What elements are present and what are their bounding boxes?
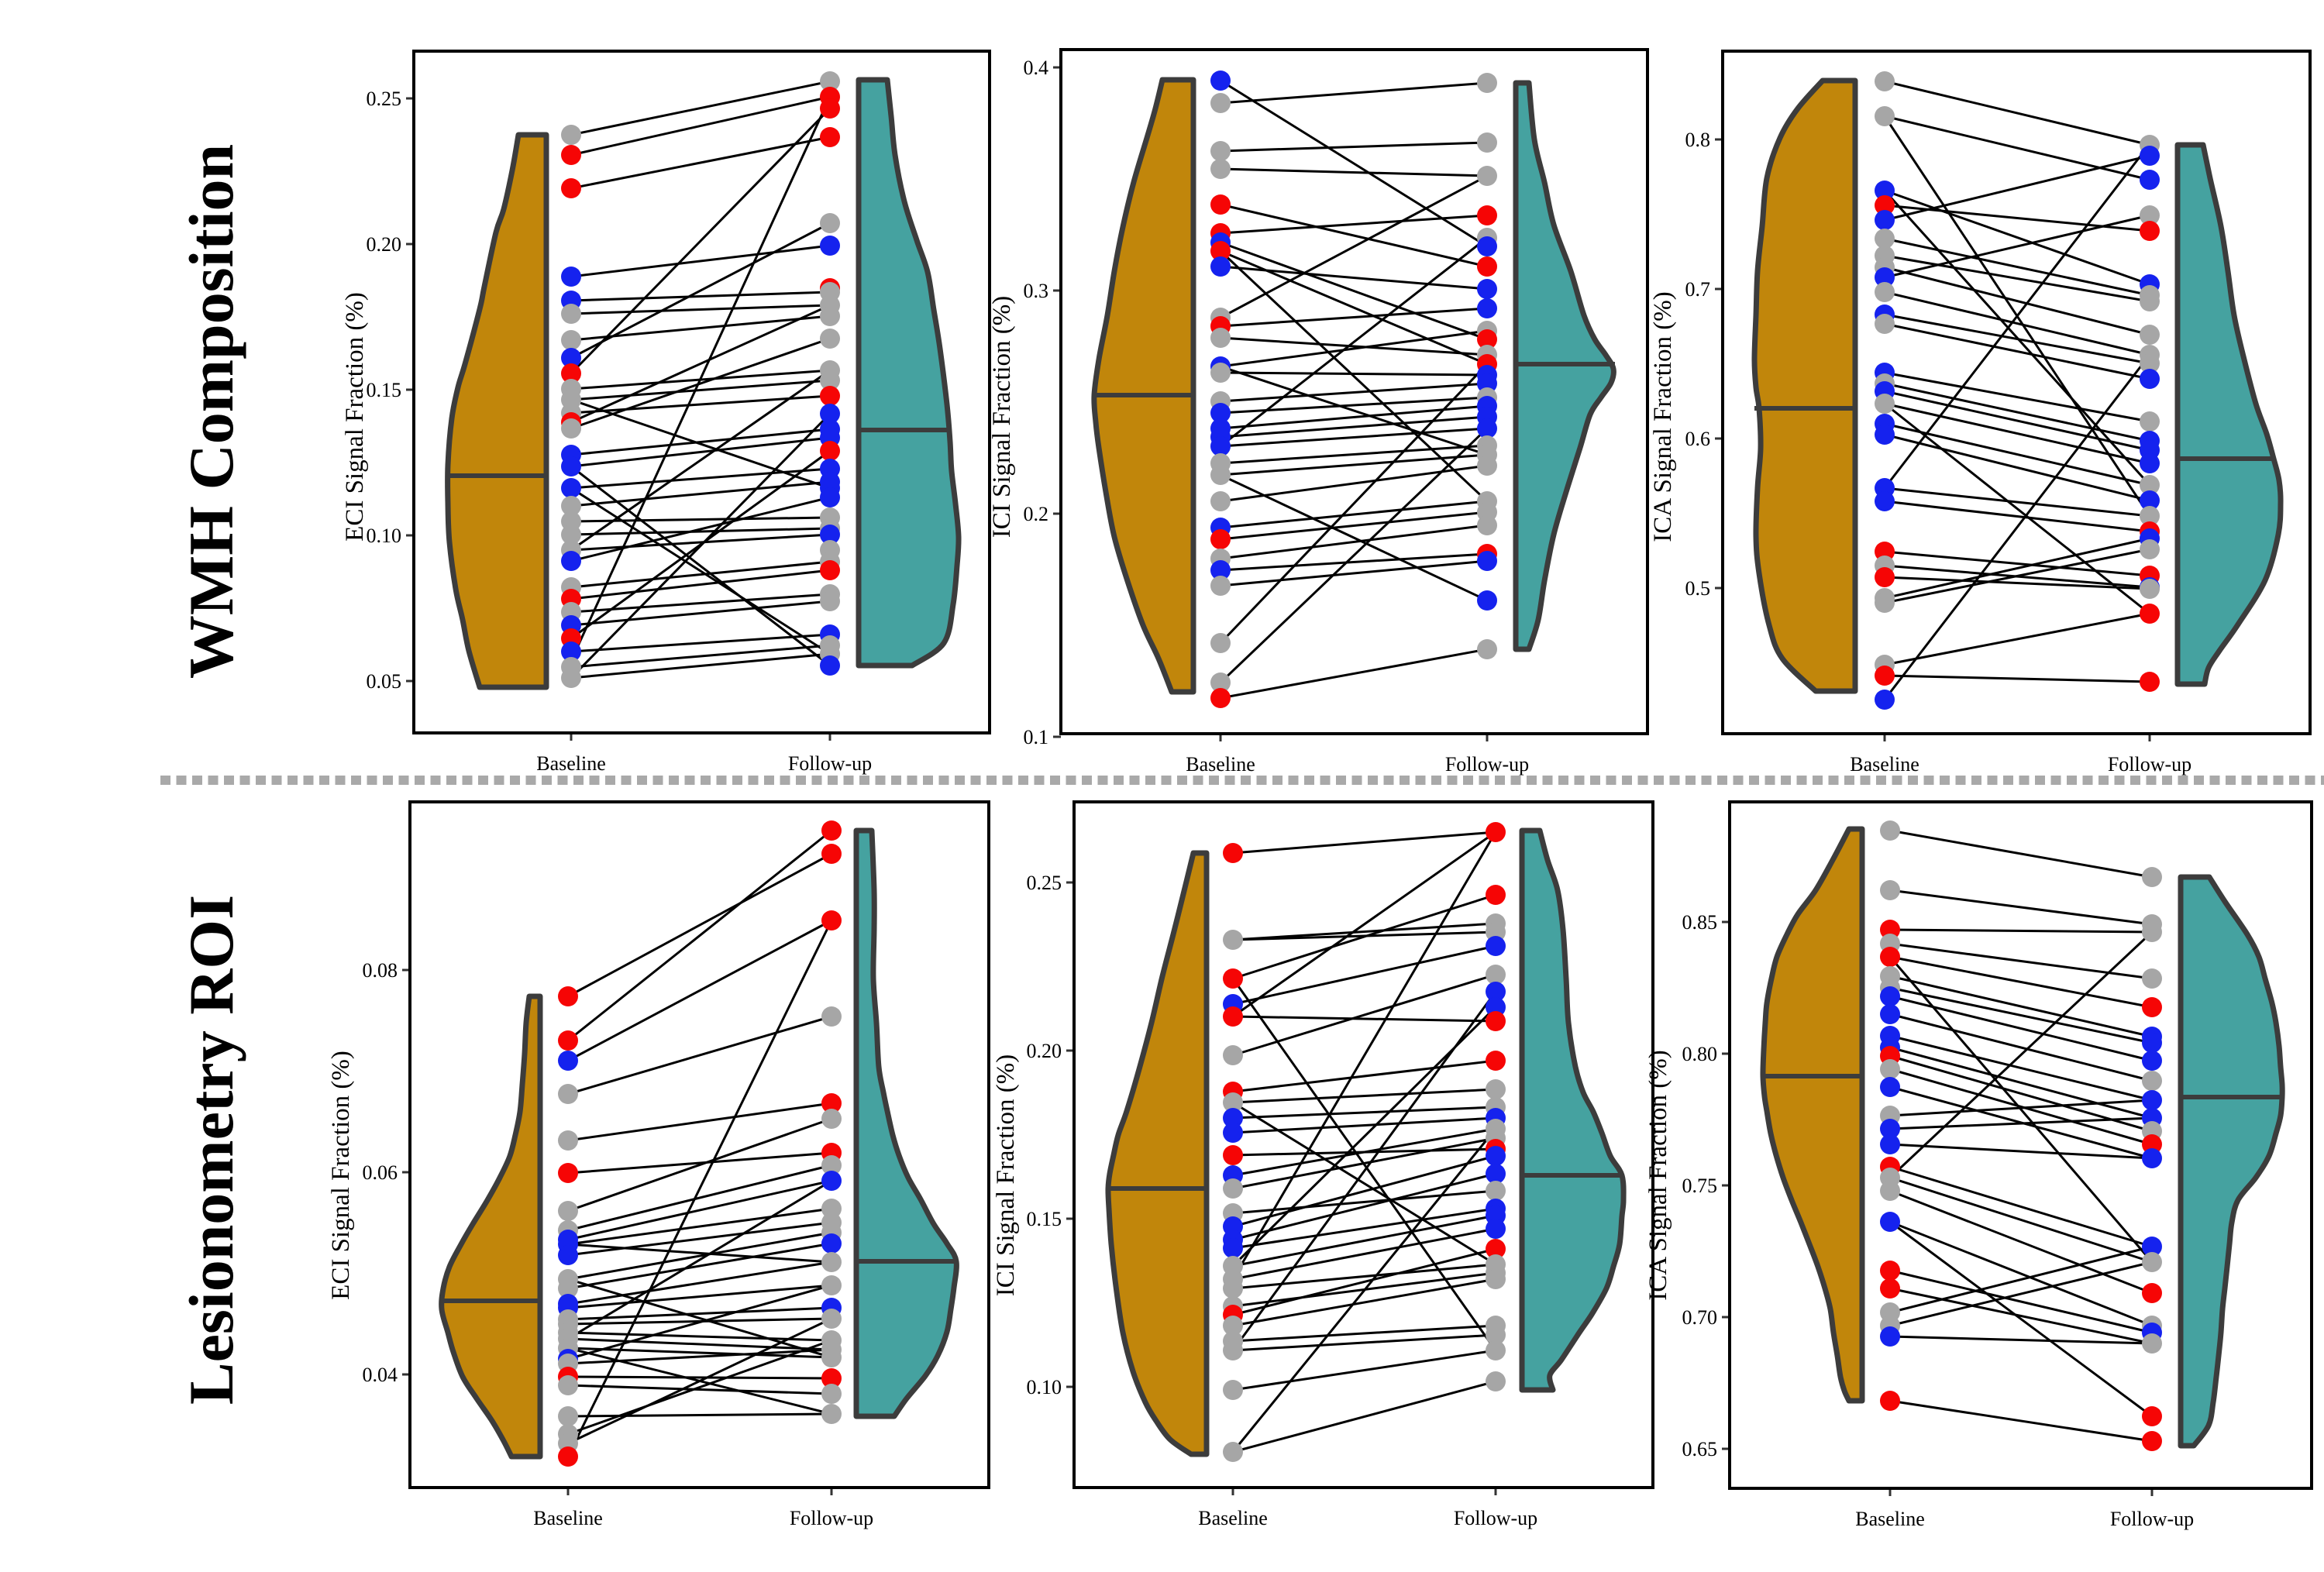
svg-text:0.65: 0.65 bbox=[1682, 1438, 1718, 1460]
svg-text:Baseline: Baseline bbox=[536, 752, 606, 775]
svg-text:0.8: 0.8 bbox=[1685, 129, 1711, 151]
svg-text:0.25: 0.25 bbox=[367, 88, 402, 110]
svg-text:ICI Signal Fraction (%): ICI Signal Fraction (%) bbox=[988, 296, 1016, 538]
svg-text:0.75: 0.75 bbox=[1682, 1175, 1718, 1197]
svg-text:Follow-up: Follow-up bbox=[1454, 1507, 1537, 1529]
svg-text:Follow-up: Follow-up bbox=[2110, 1508, 2194, 1530]
svg-text:WMH Composition: WMH Composition bbox=[176, 144, 246, 679]
svg-text:0.1: 0.1 bbox=[1024, 726, 1049, 748]
svg-text:0.2: 0.2 bbox=[1024, 503, 1049, 525]
svg-text:ECI Signal Fraction (%): ECI Signal Fraction (%) bbox=[327, 1051, 355, 1300]
svg-text:0.10: 0.10 bbox=[367, 525, 402, 547]
svg-text:ICA Signal Fraction (%): ICA Signal Fraction (%) bbox=[1649, 291, 1677, 542]
svg-text:Follow-up: Follow-up bbox=[790, 1507, 873, 1529]
svg-text:Follow-up: Follow-up bbox=[1445, 753, 1529, 776]
svg-text:Baseline: Baseline bbox=[1855, 1508, 1925, 1530]
svg-text:0.08: 0.08 bbox=[363, 959, 398, 982]
svg-text:Baseline: Baseline bbox=[1186, 753, 1255, 776]
svg-text:ECI Signal Fraction (%): ECI Signal Fraction (%) bbox=[341, 292, 369, 542]
svg-text:0.80: 0.80 bbox=[1682, 1043, 1718, 1065]
svg-text:0.15: 0.15 bbox=[1027, 1208, 1062, 1230]
svg-text:ICA Signal Fraction (%): ICA Signal Fraction (%) bbox=[1644, 1050, 1672, 1301]
svg-text:0.7: 0.7 bbox=[1685, 278, 1711, 301]
svg-text:Baseline: Baseline bbox=[1850, 753, 1919, 776]
svg-text:0.06: 0.06 bbox=[363, 1161, 398, 1184]
svg-text:0.70: 0.70 bbox=[1682, 1306, 1718, 1329]
svg-text:0.10: 0.10 bbox=[1027, 1376, 1062, 1398]
svg-text:0.4: 0.4 bbox=[1024, 57, 1049, 79]
svg-text:0.25: 0.25 bbox=[1027, 872, 1062, 894]
svg-text:Baseline: Baseline bbox=[533, 1507, 603, 1529]
svg-text:0.5: 0.5 bbox=[1685, 577, 1711, 600]
svg-text:0.20: 0.20 bbox=[367, 233, 402, 256]
svg-text:Lesionometry ROI: Lesionometry ROI bbox=[176, 895, 246, 1405]
svg-text:0.15: 0.15 bbox=[367, 379, 402, 401]
svg-text:0.04: 0.04 bbox=[363, 1364, 398, 1386]
svg-text:Follow-up: Follow-up bbox=[788, 752, 872, 775]
svg-text:0.3: 0.3 bbox=[1024, 280, 1049, 302]
svg-text:0.05: 0.05 bbox=[367, 670, 402, 693]
svg-text:0.85: 0.85 bbox=[1682, 911, 1718, 934]
svg-text:Follow-up: Follow-up bbox=[2108, 753, 2191, 776]
svg-text:ICI Signal Fraction (%): ICI Signal Fraction (%) bbox=[992, 1054, 1020, 1297]
svg-text:0.6: 0.6 bbox=[1685, 428, 1711, 450]
svg-text:Baseline: Baseline bbox=[1198, 1507, 1268, 1529]
svg-text:0.20: 0.20 bbox=[1027, 1040, 1062, 1062]
